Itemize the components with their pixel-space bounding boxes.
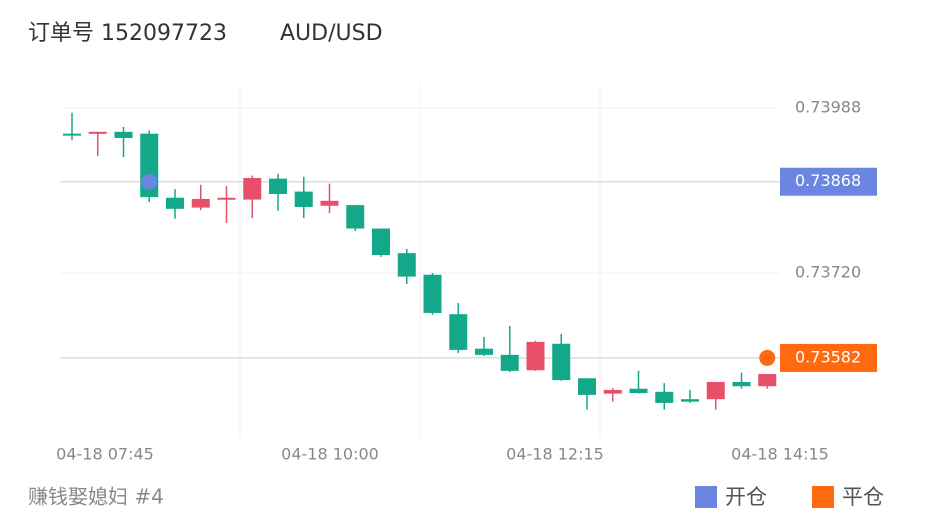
candle-body xyxy=(603,389,622,394)
candle-body xyxy=(217,197,236,200)
legend-swatch xyxy=(695,486,717,508)
candle-body xyxy=(372,228,390,256)
trade-point xyxy=(759,349,776,366)
trade-point xyxy=(141,173,158,190)
candle-body xyxy=(758,373,777,387)
x-tick-label: 04-18 10:00 xyxy=(281,445,379,464)
order-number: 订单号 152097723 xyxy=(28,21,227,46)
candle-body xyxy=(269,178,287,195)
candle-body xyxy=(114,131,133,138)
x-tick-label: 04-18 12:15 xyxy=(506,445,604,464)
candle-body xyxy=(500,354,519,371)
y-tick-label: 0.73720 xyxy=(795,262,861,281)
legend-label: 开仓 xyxy=(725,485,767,509)
candle-body xyxy=(294,191,313,207)
price-tag-label: 0.73868 xyxy=(795,171,861,190)
candle-body xyxy=(732,381,751,387)
candle-body xyxy=(397,253,416,277)
x-tick-label: 04-18 14:15 xyxy=(731,445,829,464)
candle-body xyxy=(552,343,571,381)
candle-body xyxy=(475,348,493,355)
price-tag xyxy=(780,167,877,196)
symbol: AUD/USD xyxy=(280,21,383,46)
candle-body xyxy=(243,178,262,200)
candle-body xyxy=(88,131,107,134)
candle-body xyxy=(449,314,468,350)
candle-body xyxy=(681,399,699,402)
y-tick-label: 0.73988 xyxy=(795,97,861,116)
candle-body xyxy=(578,378,596,395)
candle-body xyxy=(346,205,365,229)
vertical-grid xyxy=(239,85,601,438)
candle-body xyxy=(191,198,210,208)
candle-body xyxy=(63,133,81,136)
candle-body xyxy=(526,341,545,371)
candle-body xyxy=(423,274,442,313)
candle-body xyxy=(166,197,184,209)
candle-body xyxy=(655,391,674,403)
candle-body xyxy=(629,388,648,394)
x-tick-label: 04-18 07:45 xyxy=(56,445,154,464)
price-tag xyxy=(780,343,877,372)
legend-swatch xyxy=(812,486,834,508)
price-tag-label: 0.73582 xyxy=(795,347,861,366)
candle-body xyxy=(706,381,725,400)
footer: 赚钱娶媳妇 #4 xyxy=(28,485,164,509)
candle-body xyxy=(320,200,339,206)
legend-label: 平仓 xyxy=(842,485,884,509)
